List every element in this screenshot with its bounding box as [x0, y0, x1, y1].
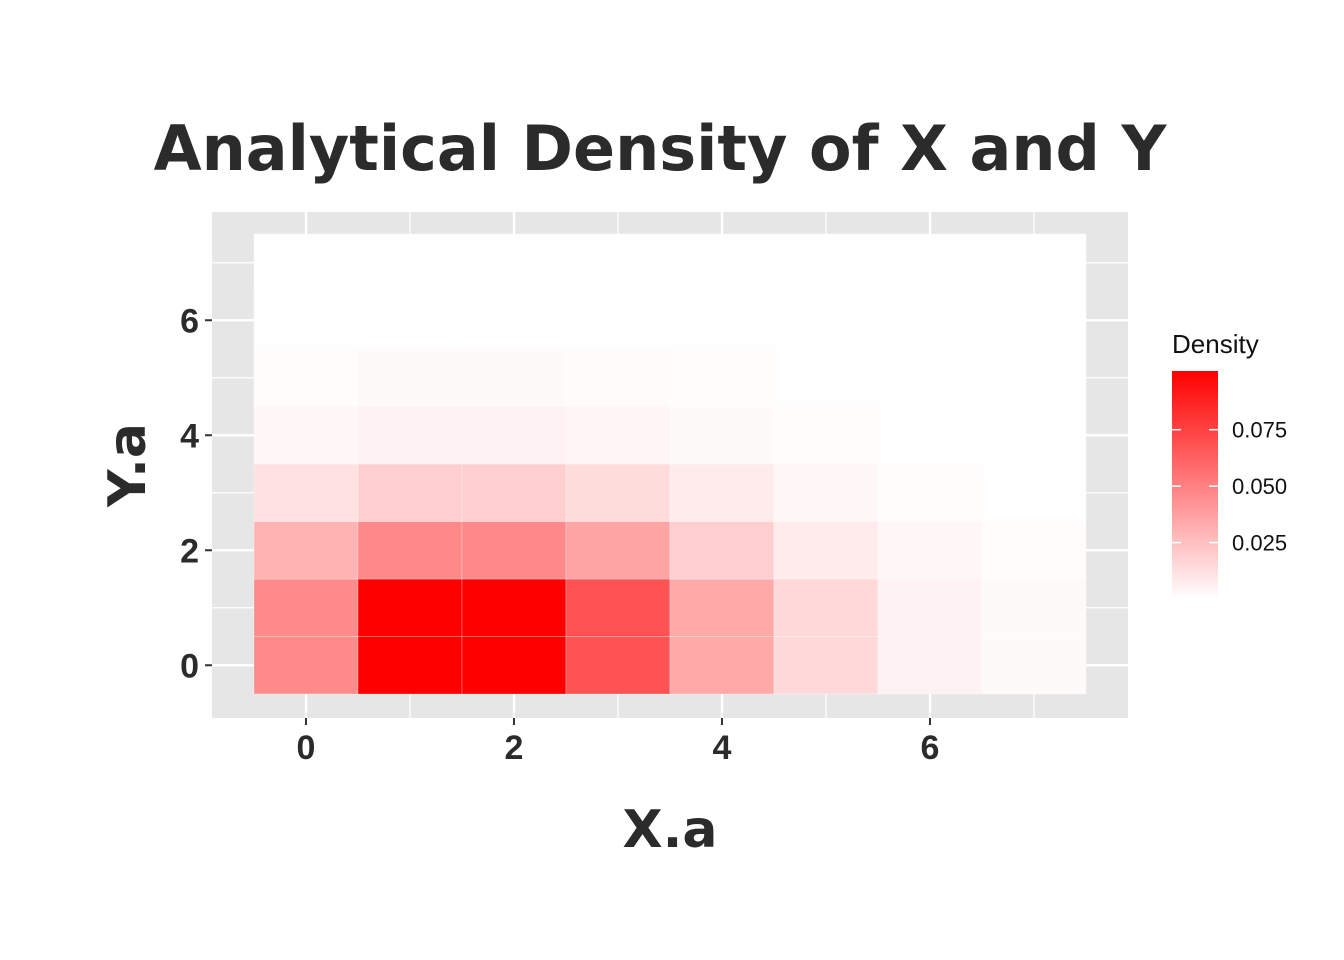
heatmap-cell	[669, 636, 775, 695]
heatmap-cell	[565, 348, 671, 407]
legend-colorbar	[1172, 371, 1218, 599]
heatmap-cell	[773, 521, 879, 580]
heatmap-cell	[877, 578, 983, 637]
heatmap-cell	[565, 636, 671, 695]
y-tick-label: 4	[180, 417, 199, 455]
heatmap-cell	[357, 406, 463, 465]
heatmap-cell	[877, 636, 983, 695]
y-axis: 0 2 4 6	[180, 302, 212, 685]
heatmap-cell	[981, 406, 1087, 465]
heatmap-cell	[461, 406, 567, 465]
heatmap-cell	[461, 348, 567, 407]
heatmap-cell	[773, 348, 879, 407]
legend: Density 0.025 0.050 0.075	[1172, 329, 1287, 599]
legend-tick-label: 0.050	[1232, 474, 1287, 499]
heatmap-cell	[253, 348, 359, 407]
x-axis: 0 2 4 6	[297, 718, 940, 767]
y-tick-label: 6	[180, 302, 199, 340]
heatmap-cell	[253, 636, 359, 695]
heatmap-cell	[253, 463, 359, 522]
legend-tick-label: 0.075	[1232, 418, 1287, 443]
y-tick-label: 0	[180, 647, 199, 685]
x-tick-label: 4	[713, 729, 732, 767]
heatmap-cell	[773, 406, 879, 465]
heatmap-cell	[773, 636, 879, 695]
heatmap-cell	[461, 233, 567, 292]
heatmap-cell	[357, 463, 463, 522]
legend-title: Density	[1172, 329, 1259, 359]
legend-tick-label: 0.025	[1232, 531, 1287, 556]
heatmap-cell	[461, 291, 567, 350]
y-tick-label: 2	[180, 532, 199, 570]
heatmap-cell	[669, 521, 775, 580]
y-axis-title: Y.a	[98, 423, 158, 508]
heatmap-cell	[669, 348, 775, 407]
heatmap-cell	[461, 521, 567, 580]
heatmap-cell	[877, 348, 983, 407]
heatmap-cell	[981, 578, 1087, 637]
heatmap-cell	[877, 521, 983, 580]
heatmap-cell	[773, 233, 879, 292]
chart-title: Analytical Density of X and Y	[154, 112, 1168, 185]
heatmap-cell	[565, 463, 671, 522]
heatmap-cell	[565, 521, 671, 580]
x-axis-title: X.a	[623, 800, 718, 860]
heatmap-cell	[565, 291, 671, 350]
heatmap-cell	[253, 578, 359, 637]
heatmap-cell	[253, 521, 359, 580]
heatmap-cell	[565, 233, 671, 292]
heatmap-cell	[669, 578, 775, 637]
heatmap-cell	[461, 578, 567, 637]
heatmap-cell	[565, 406, 671, 465]
heatmap-cell	[461, 636, 567, 695]
heatmap-cell	[981, 348, 1087, 407]
heatmap-cell	[981, 636, 1087, 695]
heatmap-cell	[357, 521, 463, 580]
heatmap-cell	[565, 578, 671, 637]
heatmap-cell	[981, 291, 1087, 350]
heatmap-cell	[981, 233, 1087, 292]
heatmap-cell	[669, 291, 775, 350]
heatmap-cell	[877, 291, 983, 350]
heatmap-cell	[981, 521, 1087, 580]
legend-ticks: 0.025 0.050 0.075	[1172, 418, 1287, 556]
heatmap-cell	[877, 406, 983, 465]
heatmap-cell	[669, 233, 775, 292]
heatmap-cell	[981, 463, 1087, 522]
x-tick-label: 6	[921, 729, 940, 767]
heatmap-cell	[877, 233, 983, 292]
x-tick-label: 0	[297, 729, 316, 767]
heatmap-cell	[773, 463, 879, 522]
x-tick-label: 2	[505, 729, 524, 767]
heatmap-cell	[773, 578, 879, 637]
heatmap-cell	[253, 406, 359, 465]
heatmap-cell	[357, 348, 463, 407]
heatmap-cell	[669, 406, 775, 465]
heatmap-cell	[357, 578, 463, 637]
heatmap-cell	[357, 636, 463, 695]
heatmap-cell	[669, 463, 775, 522]
heatmap-cell	[461, 463, 567, 522]
heatmap-tiles	[253, 233, 1087, 695]
heatmap-cell	[253, 291, 359, 350]
heatmap-cell	[253, 233, 359, 292]
heatmap-cell	[357, 291, 463, 350]
heatmap-cell	[877, 463, 983, 522]
heatmap-cell	[357, 233, 463, 292]
heatmap-cell	[773, 291, 879, 350]
